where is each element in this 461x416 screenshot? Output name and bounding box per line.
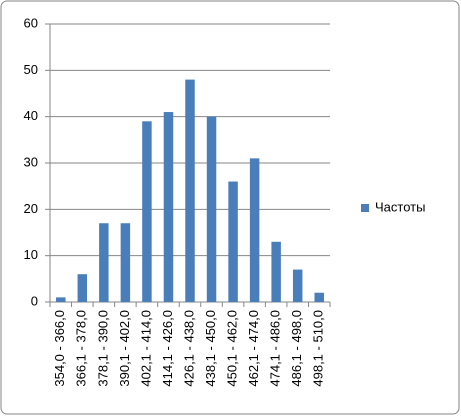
x-tick-label: 474,1 - 486,0: [268, 310, 283, 387]
x-tick-label: 366,1 - 378,0: [74, 310, 89, 387]
y-tick-label: 30: [24, 154, 38, 169]
x-tick-label: 498,1 - 510,0: [311, 310, 326, 387]
bar: [292, 269, 303, 302]
x-tick-label: 426,1 - 438,0: [181, 310, 196, 387]
x-tick-label: 450,1 - 462,0: [225, 310, 240, 387]
bar: [163, 112, 174, 303]
bar: [228, 181, 238, 302]
y-tick-label: 50: [24, 62, 38, 77]
y-tick-label: 40: [24, 108, 38, 123]
x-tick-label: 402,1 - 414,0: [138, 310, 153, 387]
bar: [77, 274, 88, 302]
bar: [120, 223, 131, 302]
x-tick-label: 462,1 - 474,0: [246, 310, 261, 387]
bar: [271, 241, 281, 302]
y-tick-label: 20: [24, 201, 38, 216]
legend-label: Частоты: [375, 199, 425, 214]
bar: [249, 158, 260, 302]
x-tick-label: 354,0 - 366,0: [52, 310, 67, 387]
bar: [56, 297, 66, 302]
y-tick-label: 10: [24, 247, 38, 262]
x-tick-label: 486,1 - 498,0: [289, 310, 304, 387]
x-tick-label: 390,1 - 402,0: [117, 310, 132, 387]
x-tick-label: 378,1 - 390,0: [95, 310, 110, 387]
bar: [142, 121, 152, 302]
bar: [206, 116, 217, 303]
x-tick-label: 438,1 - 450,0: [203, 310, 218, 387]
legend-swatch: [361, 204, 369, 212]
y-tick-label: 0: [31, 293, 38, 308]
x-tick-label: 414,1 - 426,0: [160, 310, 175, 387]
y-tick-label: 60: [24, 15, 38, 30]
bar: [185, 79, 195, 302]
bar: [314, 292, 324, 302]
bar: [99, 223, 109, 302]
